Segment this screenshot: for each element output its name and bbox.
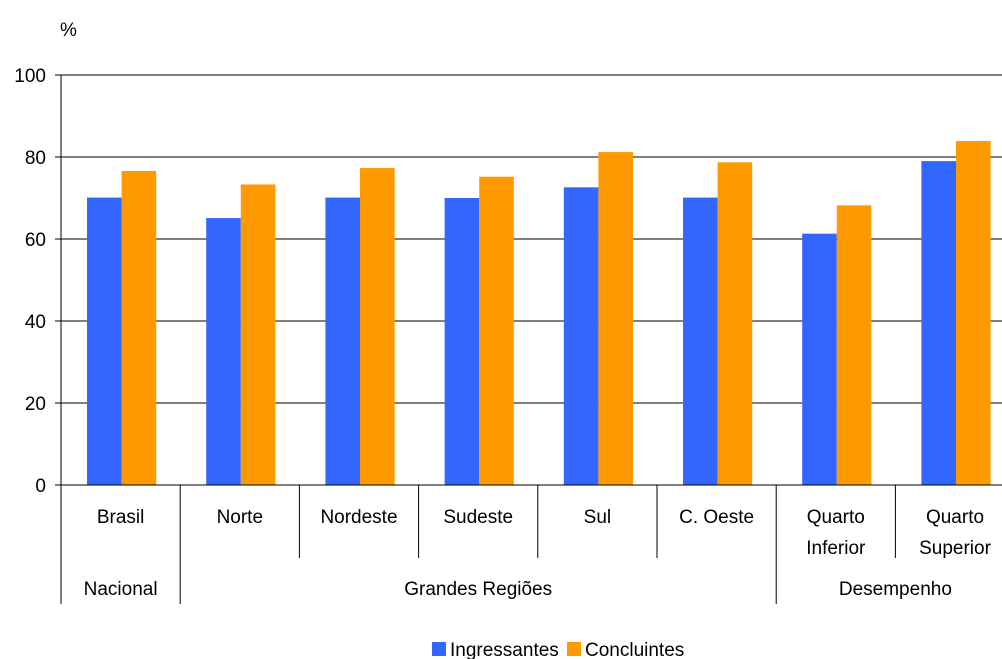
bar-ingressantes-6 xyxy=(683,197,718,485)
bar-ingressantes-4 xyxy=(444,198,480,485)
x-category-label: C. Oeste xyxy=(679,507,754,528)
legend-swatch-ingressantes xyxy=(432,642,446,656)
bar-concluintes-8 xyxy=(956,141,991,485)
bar-ingressantes-3 xyxy=(325,197,360,485)
y-tick-label: 0 xyxy=(35,476,46,497)
x-category-label: Brasil xyxy=(97,507,145,528)
bar-ingressantes-2 xyxy=(206,218,241,485)
y-tick-label: 60 xyxy=(25,230,46,251)
y-tick-label: 100 xyxy=(14,66,46,87)
bar-concluintes-3 xyxy=(360,168,395,485)
bar-ingressantes-8 xyxy=(921,161,956,485)
bars xyxy=(87,141,991,485)
bar-ingressantes-7 xyxy=(802,233,837,485)
y-tick-label: 80 xyxy=(25,148,46,169)
x-category-label: Quarto xyxy=(926,507,984,528)
bar-concluintes-5 xyxy=(598,152,633,485)
legend: Ingressantes Concluintes xyxy=(432,640,684,659)
x-group-label: Desempenho xyxy=(839,579,952,600)
y-tick-labels: 0 20 40 60 80 100 xyxy=(14,66,46,497)
x-category-label: Sul xyxy=(584,507,611,528)
legend-swatch-concluintes xyxy=(567,642,581,656)
y-axis-label: % xyxy=(60,20,77,41)
bar-concluintes-6 xyxy=(717,162,753,485)
x-category-label: Nordeste xyxy=(320,507,397,528)
bar-ingressantes-1 xyxy=(87,197,122,485)
x-group-label: Grandes Regiões xyxy=(404,579,552,600)
bar-concluintes-2 xyxy=(240,184,276,485)
x-category-label: Quarto xyxy=(807,507,865,528)
y-tick-label: 20 xyxy=(25,394,46,415)
legend-label-concluintes: Concluintes xyxy=(585,640,684,659)
legend-label-ingressantes: Ingressantes xyxy=(450,640,559,659)
x-category-label: Superior xyxy=(919,538,991,559)
x-category-labels: Brasil Norte Nordeste Sudeste Sul C. Oeste Qua… xyxy=(84,507,992,600)
bar-concluintes-1 xyxy=(121,170,157,485)
axes xyxy=(55,74,1002,604)
x-group-label: Nacional xyxy=(84,579,158,600)
x-category-label: Inferior xyxy=(806,538,866,559)
bar-concluintes-4 xyxy=(479,176,514,485)
y-tick-label: 40 xyxy=(25,312,46,333)
bar-ingressantes-5 xyxy=(563,187,599,485)
x-category-label: Norte xyxy=(217,507,263,528)
x-category-label: Sudeste xyxy=(443,507,513,528)
bar-concluintes-7 xyxy=(836,205,872,485)
